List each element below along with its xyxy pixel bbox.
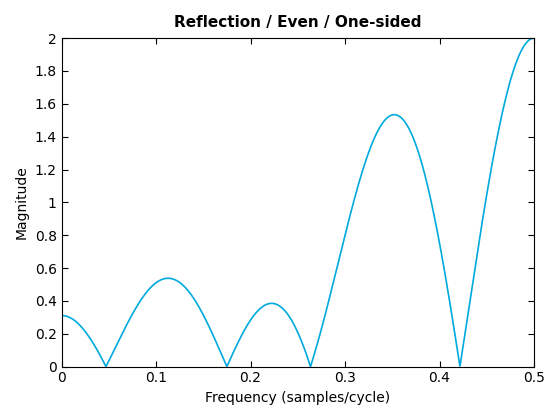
Title: Reflection / Even / One-sided: Reflection / Even / One-sided (174, 15, 422, 30)
X-axis label: Frequency (samples/cycle): Frequency (samples/cycle) (205, 391, 390, 405)
Y-axis label: Magnitude: Magnitude (15, 165, 29, 239)
